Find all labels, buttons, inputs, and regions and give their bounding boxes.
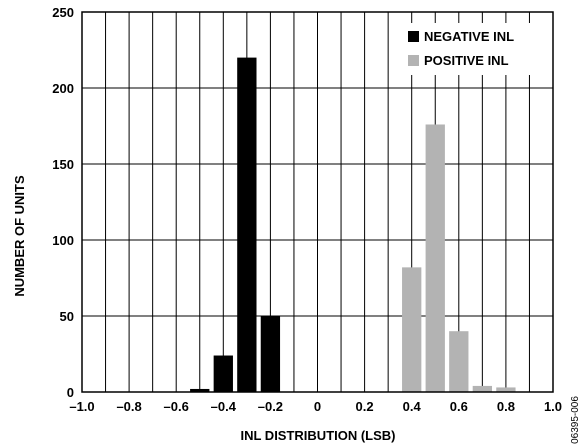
y-tick-label: 100	[52, 233, 74, 248]
x-tick-label: 0.8	[497, 399, 515, 414]
plot-frame	[81, 11, 554, 393]
bar-negative-inl	[190, 388, 210, 392]
legend-background	[402, 23, 540, 75]
legend-label-positive: POSITIVE INL	[424, 53, 509, 68]
figure-code: 06395-006	[570, 396, 581, 444]
x-tick-label: –0.8	[116, 399, 141, 414]
x-tick-label: 0	[314, 399, 321, 414]
x-tick-label: –0.4	[211, 399, 237, 414]
bar-negative-inl	[213, 355, 233, 392]
bar-positive-inl	[402, 267, 422, 392]
x-tick-label: 1.0	[544, 399, 562, 414]
y-tick-label: 50	[60, 309, 74, 324]
x-tick-label: 0.4	[403, 399, 422, 414]
x-tick-label: –1.0	[69, 399, 94, 414]
y-tick-label: 150	[52, 157, 74, 172]
bar-positive-inl	[449, 331, 469, 392]
bar-negative-inl	[237, 57, 257, 392]
bar-positive-inl	[425, 124, 445, 392]
legend-label-negative: NEGATIVE INL	[424, 29, 514, 44]
legend-swatch-positive	[408, 55, 419, 66]
y-tick-label: 250	[52, 5, 74, 20]
y-tick-label: 200	[52, 81, 74, 96]
y-tick-label: 0	[67, 385, 74, 400]
y-axis-title: NUMBER OF UNITS	[12, 175, 27, 297]
x-tick-label: 0.2	[356, 399, 374, 414]
x-tick-label: –0.6	[164, 399, 189, 414]
x-tick-label: –0.2	[258, 399, 283, 414]
bars	[190, 57, 516, 392]
legend-swatch-negative	[408, 31, 419, 42]
x-tick-label: 0.6	[450, 399, 468, 414]
bar-positive-inl	[472, 385, 493, 392]
x-axis-title: INL DISTRIBUTION (LSB)	[240, 428, 395, 443]
legend: NEGATIVE INL POSITIVE INL	[402, 23, 540, 75]
bar-positive-inl	[496, 387, 516, 392]
bar-negative-inl	[260, 316, 281, 392]
x-tick-labels: –1.0 –0.8 –0.6 –0.4 –0.2 0 0.2 0.4 0.6 0.8 1.0	[69, 399, 562, 414]
y-tick-labels: 0 50 100 150 200 250	[52, 5, 74, 400]
